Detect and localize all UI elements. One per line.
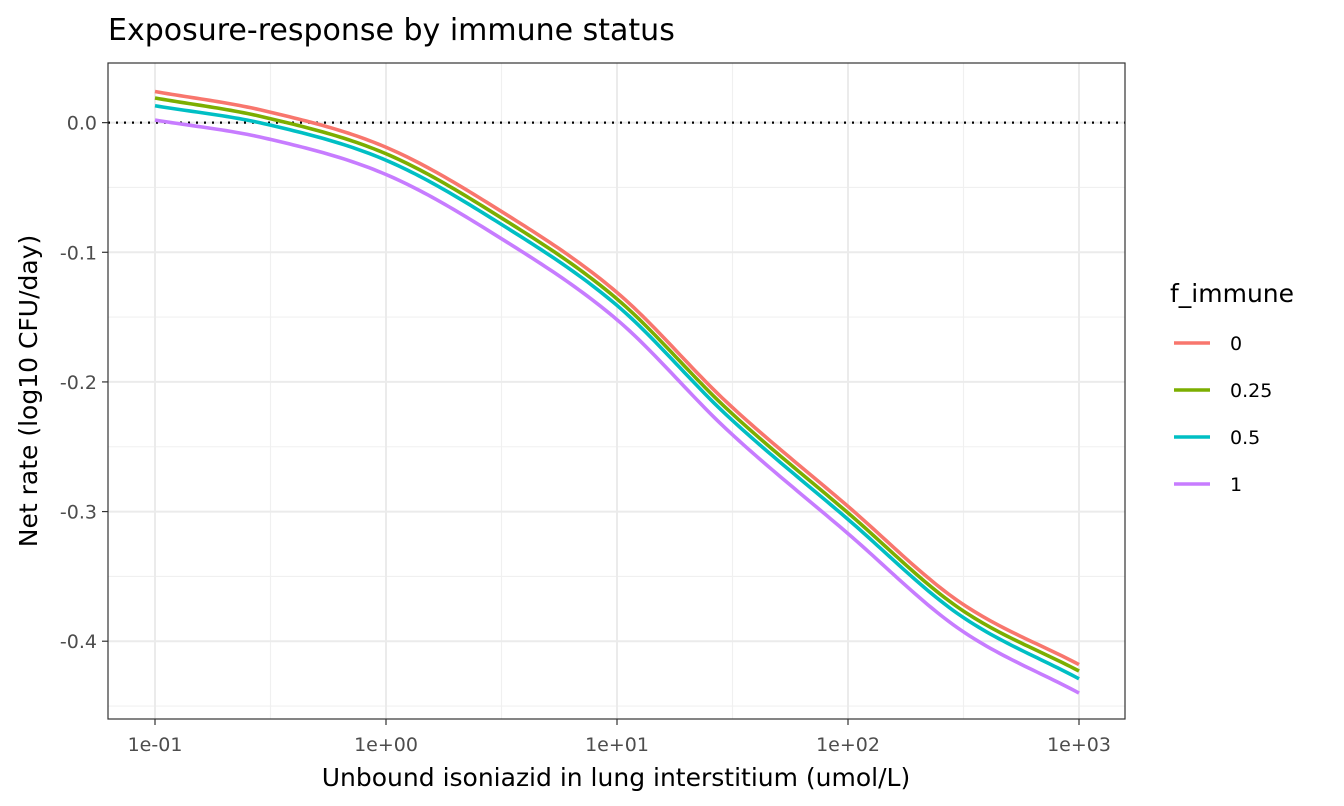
y-tick-label: -0.4 bbox=[60, 631, 97, 653]
series-lines bbox=[154, 89, 1080, 695]
y-axis-title: Net rate (log10 CFU/day) bbox=[14, 235, 43, 547]
x-tick-label: 1e-01 bbox=[128, 734, 183, 756]
legend-items: 0 0.25 0.5 1 bbox=[1174, 333, 1272, 496]
series-line-0-25 bbox=[154, 96, 1080, 673]
x-axis-title: Unbound isoniazid in lung interstitium (… bbox=[322, 763, 910, 792]
chart-title: Exposure-response by immune status bbox=[108, 13, 675, 48]
x-tick-label: 1e+02 bbox=[816, 734, 880, 756]
series-line-0 bbox=[154, 89, 1080, 667]
legend-item: 1 bbox=[1174, 474, 1242, 496]
series-line-0-5 bbox=[154, 104, 1080, 681]
series-line-1 bbox=[154, 118, 1080, 695]
legend-label: 0.25 bbox=[1230, 380, 1272, 402]
y-tick-label: -0.1 bbox=[60, 242, 97, 264]
legend-item: 0.25 bbox=[1174, 380, 1272, 402]
legend-item: 0.5 bbox=[1174, 427, 1260, 449]
plot-panel bbox=[107, 62, 1126, 720]
legend-label: 1 bbox=[1230, 474, 1242, 496]
x-axis: 1e-01 1e+00 1e+01 1e+02 1e+03 bbox=[128, 719, 1111, 756]
legend-item: 0 bbox=[1174, 333, 1242, 355]
legend-label: 0.5 bbox=[1230, 427, 1260, 449]
y-tick-label: 0.0 bbox=[67, 113, 97, 135]
x-tick-label: 1e+01 bbox=[585, 734, 649, 756]
legend-title: f_immune bbox=[1170, 279, 1294, 308]
x-tick-label: 1e+00 bbox=[354, 734, 418, 756]
y-tick-label: -0.2 bbox=[60, 372, 97, 394]
legend-label: 0 bbox=[1230, 333, 1242, 355]
y-axis: 0.0 -0.1 -0.2 -0.3 -0.4 bbox=[60, 113, 108, 653]
legend: f_immune 0 0.25 0.5 1 bbox=[1170, 279, 1294, 496]
x-tick-label: 1e+03 bbox=[1047, 734, 1111, 756]
y-tick-label: -0.3 bbox=[60, 502, 97, 524]
